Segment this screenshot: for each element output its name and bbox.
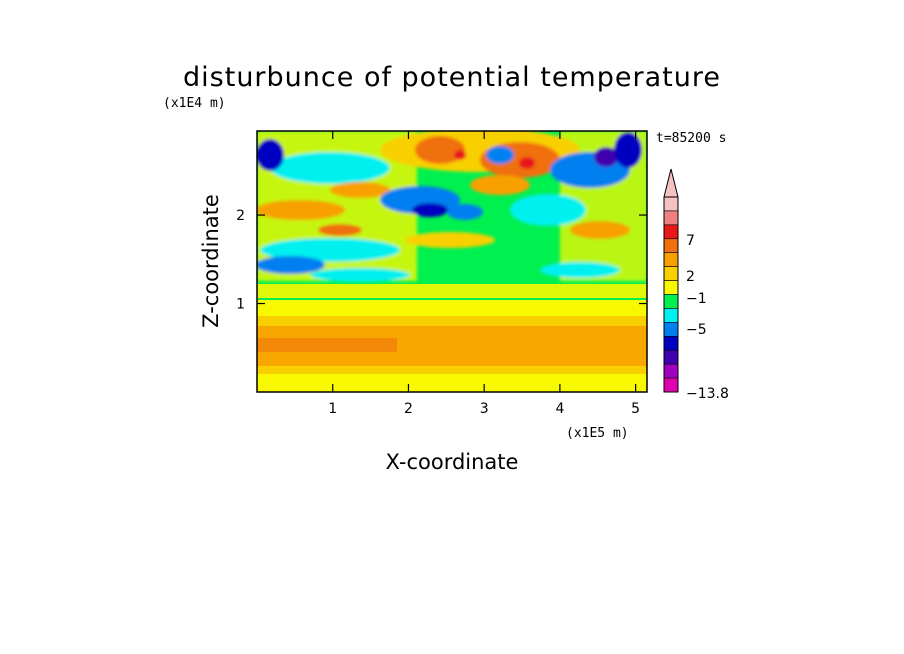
colorbar-band (663, 224, 679, 240)
x-unit-label: (x1E5 m) (566, 426, 629, 441)
colorbar-band (663, 266, 679, 281)
x-tick-label: 3 (480, 401, 489, 417)
colorbar-arrow (663, 168, 679, 198)
colorbar-band (663, 252, 679, 267)
y-axis-title: Z-coordinate (199, 194, 223, 328)
colorbar-band (663, 363, 679, 379)
colorbar-band (663, 308, 679, 323)
colorbar-band (663, 349, 679, 365)
colorbar-band (663, 335, 679, 351)
colorbar-band (663, 238, 679, 254)
colorbar-band (663, 196, 679, 212)
y-tick-label: 2 (236, 208, 245, 224)
y-axis: 12 (236, 208, 647, 313)
colorbar-label: −1 (686, 291, 707, 307)
y-tick-label: 1 (236, 297, 245, 313)
x-axis: 1 2 3 4 5 (328, 131, 640, 417)
x-axis-title: X-coordinate (386, 450, 519, 474)
colorbar-label: 7 (686, 233, 695, 249)
colorbar-band (663, 210, 679, 226)
x-tick-label: 2 (404, 401, 413, 417)
x-tick-label: 1 (328, 401, 337, 417)
colorbar-label: 2 (686, 269, 695, 285)
colorbar-band (663, 280, 679, 295)
time-label: t=85200 s (656, 131, 726, 146)
plot-frame (256, 130, 648, 393)
y-unit-label: (x1E4 m) (163, 96, 226, 111)
colorbar-frame (663, 196, 679, 393)
colorbar-label: −5 (686, 322, 707, 338)
x-tick-label: 5 (631, 401, 640, 417)
x-tick-label: 4 (555, 401, 564, 417)
colorbar-band (663, 294, 679, 309)
heatmap-field (257, 131, 647, 392)
chart-title: disturbunce of potential temperature (183, 62, 721, 93)
colorbar-label: −13.8 (686, 386, 729, 402)
colorbar: 7 2 −1 −5 −13.8 (663, 168, 729, 402)
colorbar-band (663, 377, 679, 393)
colorbar-band (663, 322, 679, 337)
